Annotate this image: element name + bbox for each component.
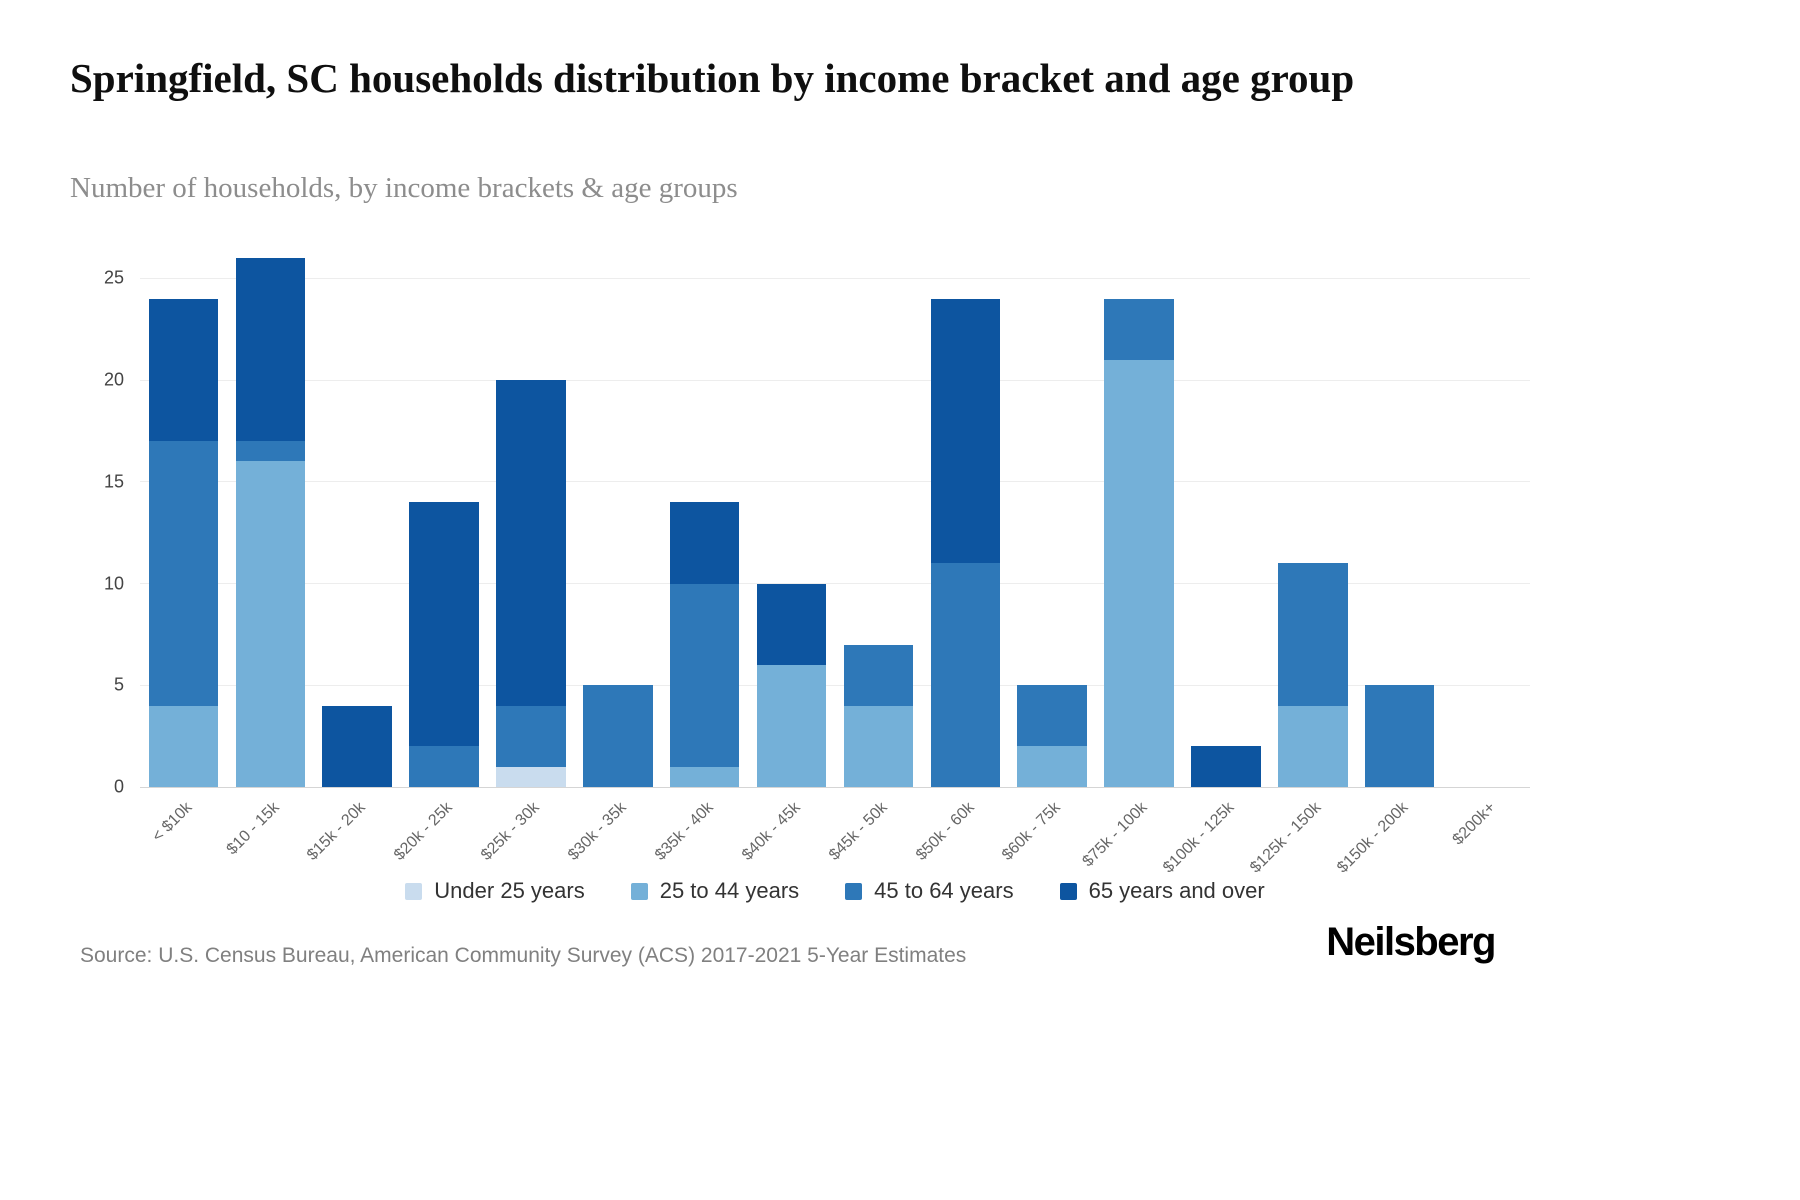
x-tick-label: $200k+ xyxy=(1449,799,1499,849)
x-tick-label: $125k - 150k xyxy=(1247,799,1325,877)
legend-label: 45 to 64 years xyxy=(874,878,1014,903)
bar-segment xyxy=(1278,705,1348,787)
bar-segment xyxy=(756,664,827,787)
bar-segment xyxy=(235,461,306,787)
bar-segment xyxy=(669,766,740,787)
y-tick-label: 25 xyxy=(103,267,124,288)
bar-segment xyxy=(1191,746,1261,787)
legend-label: Under 25 years xyxy=(434,878,585,903)
x-tick-label: $15k - 20k xyxy=(304,799,370,864)
bar-segment xyxy=(1278,563,1348,706)
gridline xyxy=(140,684,1530,686)
x-tick-label: $75k - 100k xyxy=(1079,799,1152,871)
legend-swatch xyxy=(1059,882,1077,900)
bar-segment xyxy=(756,583,827,665)
plot-area: 0 5 10 15 20 25 < $10k $10 - 15k $15k - 20k $20k … xyxy=(104,258,1530,876)
bar-segment xyxy=(669,583,740,767)
bar-segment xyxy=(409,502,479,747)
y-tick-label: 5 xyxy=(113,674,124,695)
legend-swatch xyxy=(630,882,648,900)
bar-segment xyxy=(496,766,566,787)
bar-segment xyxy=(843,705,914,787)
legend-label: 65 years and over xyxy=(1088,878,1265,903)
legend-label: 25 to 44 years xyxy=(659,878,800,903)
bar-segment xyxy=(1017,685,1087,747)
x-tick-label: $30k - 35k xyxy=(564,799,630,864)
chart-title: Springfield, SC households distribution … xyxy=(70,55,1355,101)
chart-legend: Under 25 years 25 to 44 years 45 to 64 yea… xyxy=(140,878,1530,904)
legend-item: Under 25 years xyxy=(405,878,585,904)
bar-segment xyxy=(409,746,479,787)
bar-segment xyxy=(1104,298,1174,360)
bar-segment xyxy=(496,705,566,767)
gridline xyxy=(140,583,1530,585)
legend-item: 45 to 64 years xyxy=(845,878,1014,904)
bar-segment xyxy=(496,380,566,706)
gridline xyxy=(140,379,1530,381)
y-tick-label: 20 xyxy=(103,369,124,390)
bar-segment xyxy=(322,705,392,787)
bar-segment xyxy=(669,502,740,584)
gridline xyxy=(140,481,1530,483)
bar-segment xyxy=(930,298,1001,564)
y-tick-label: 0 xyxy=(113,776,124,797)
legend-item: 25 to 44 years xyxy=(630,878,800,904)
x-tick-label: $45k - 50k xyxy=(825,799,891,864)
bar-segment xyxy=(148,441,219,706)
bar-segment xyxy=(1017,746,1087,787)
bar-segment xyxy=(148,705,219,787)
x-tick-label: $20k - 25k xyxy=(391,799,457,864)
gridline xyxy=(140,786,1530,788)
gridline xyxy=(140,277,1530,279)
bar-segment xyxy=(583,685,653,787)
legend-item: 65 years and over xyxy=(1059,878,1265,904)
bar-segment xyxy=(843,644,914,706)
bar-segment xyxy=(235,441,306,462)
source-text: Source: U.S. Census Bureau, American Com… xyxy=(80,944,967,967)
bar-segment xyxy=(930,563,1001,787)
y-tick-label: 10 xyxy=(103,573,124,594)
bar-segment xyxy=(1364,685,1435,787)
bar-segment xyxy=(235,258,306,442)
x-tick-label: $100k - 125k xyxy=(1160,799,1238,877)
y-tick-label: 15 xyxy=(103,471,124,492)
x-tick-label: $150k - 200k xyxy=(1334,799,1412,877)
x-tick-label: $35k - 40k xyxy=(651,799,717,864)
legend-swatch xyxy=(845,882,863,900)
x-tick-label: < $10k xyxy=(149,799,196,846)
x-tick-label: $40k - 45k xyxy=(738,799,804,864)
x-tick-label: $60k - 75k xyxy=(999,799,1065,864)
x-tick-label: $10 - 15k xyxy=(223,799,283,859)
chart-subtitle: Number of households, by income brackets… xyxy=(70,172,738,204)
x-tick-label: $50k - 60k xyxy=(912,799,978,864)
bar-segment xyxy=(1104,359,1174,787)
neilsberg-logo: Neilsberg xyxy=(1326,920,1496,964)
legend-swatch xyxy=(405,882,423,900)
x-tick-label: $25k - 30k xyxy=(478,799,543,864)
bar-segment xyxy=(148,298,219,442)
